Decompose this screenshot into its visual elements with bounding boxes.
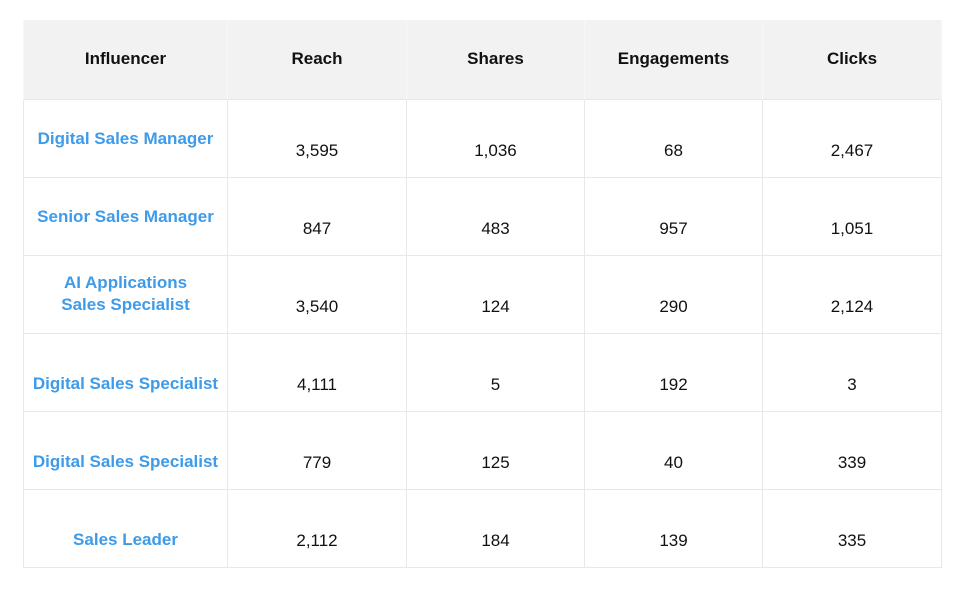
influencer-cell: Digital Sales Specialist xyxy=(23,410,228,490)
influencer-cell: AI Applications Sales Specialist xyxy=(23,254,228,334)
table-header: Influencer Reach Shares Engagements Clic… xyxy=(23,20,942,99)
influencer-metrics-table: Influencer Reach Shares Engagements Clic… xyxy=(23,20,942,568)
table-row: AI Applications Sales Specialist 3,540 1… xyxy=(23,254,942,334)
clicks-cell: 339 xyxy=(762,410,942,490)
influencer-name: Digital Sales Manager xyxy=(37,128,214,148)
clicks-cell: 335 xyxy=(762,488,942,568)
table-row: Sales Leader 2,112 184 139 335 xyxy=(23,488,942,568)
reach-cell: 3,540 xyxy=(227,254,407,334)
header-engagements: Engagements xyxy=(584,20,763,99)
reach-cell: 4,111 xyxy=(227,332,407,412)
influencer-name: Digital Sales Specialist xyxy=(32,451,219,471)
reach-cell: 2,112 xyxy=(227,488,407,568)
shares-cell: 124 xyxy=(406,254,585,334)
influencer-name: Senior Sales Manager xyxy=(37,206,214,226)
clicks-cell: 1,051 xyxy=(762,176,942,256)
reach-cell: 3,595 xyxy=(227,98,407,178)
engagements-cell: 139 xyxy=(584,488,763,568)
header-row: Influencer Reach Shares Engagements Clic… xyxy=(23,20,942,99)
shares-cell: 5 xyxy=(406,332,585,412)
clicks-cell: 2,467 xyxy=(762,98,942,178)
header-reach: Reach xyxy=(227,20,407,99)
header-shares: Shares xyxy=(406,20,585,99)
influencer-table-container: Influencer Reach Shares Engagements Clic… xyxy=(23,20,942,568)
influencer-name-line-2: Sales Specialist xyxy=(61,295,190,314)
header-influencer: Influencer xyxy=(23,20,228,99)
table-row: Digital Sales Specialist 4,111 5 192 3 xyxy=(23,332,942,412)
influencer-cell: Digital Sales Specialist xyxy=(23,332,228,412)
shares-cell: 483 xyxy=(406,176,585,256)
engagements-cell: 957 xyxy=(584,176,763,256)
engagements-cell: 68 xyxy=(584,98,763,178)
table-row: Digital Sales Manager 3,595 1,036 68 2,4… xyxy=(23,98,942,178)
influencer-cell: Senior Sales Manager xyxy=(23,176,228,256)
shares-cell: 184 xyxy=(406,488,585,568)
influencer-cell: Digital Sales Manager xyxy=(23,98,228,178)
influencer-name: Sales Leader xyxy=(73,529,178,549)
engagements-cell: 192 xyxy=(584,332,763,412)
table-row: Senior Sales Manager 847 483 957 1,051 xyxy=(23,176,942,256)
influencer-name: Digital Sales Specialist xyxy=(32,373,219,393)
influencer-cell: Sales Leader xyxy=(23,488,228,568)
reach-cell: 779 xyxy=(227,410,407,490)
table-row: Digital Sales Specialist 779 125 40 339 xyxy=(23,410,942,490)
engagements-cell: 40 xyxy=(584,410,763,490)
influencer-name-line-1: AI Applications xyxy=(63,273,188,292)
shares-cell: 125 xyxy=(406,410,585,490)
table-body: Digital Sales Manager 3,595 1,036 68 2,4… xyxy=(23,98,942,568)
clicks-cell: 3 xyxy=(762,332,942,412)
header-clicks: Clicks xyxy=(762,20,942,99)
shares-cell: 1,036 xyxy=(406,98,585,178)
reach-cell: 847 xyxy=(227,176,407,256)
engagements-cell: 290 xyxy=(584,254,763,334)
clicks-cell: 2,124 xyxy=(762,254,942,334)
